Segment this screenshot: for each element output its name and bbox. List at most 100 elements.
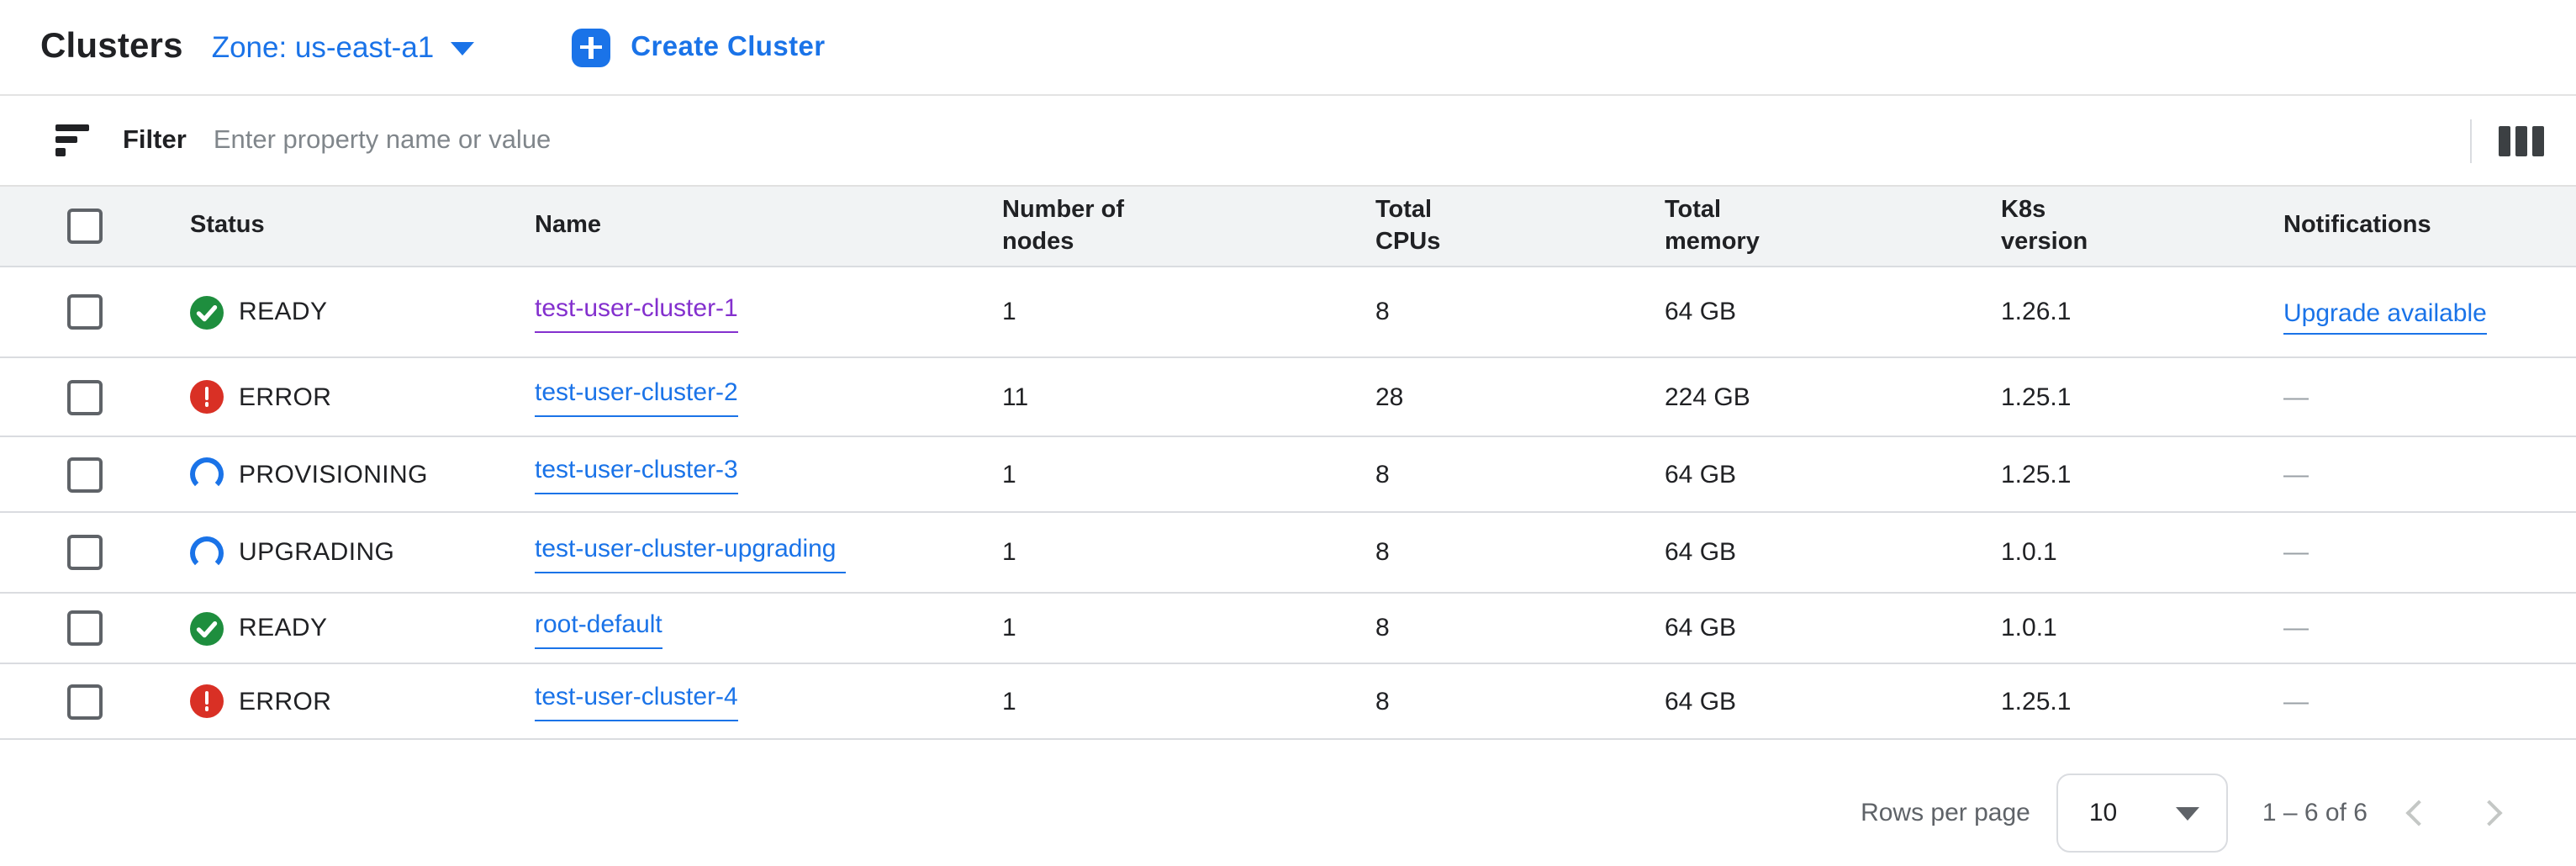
status-ready-icon	[190, 295, 224, 329]
previous-page-button[interactable]	[2388, 784, 2445, 842]
row-checkbox[interactable]	[67, 294, 103, 330]
k8s-version-cell: 1.26.1	[2001, 298, 2072, 326]
rows-per-page-select[interactable]: 10	[2056, 774, 2229, 853]
column-bar-icon	[2499, 125, 2510, 156]
row-checkbox[interactable]	[67, 457, 103, 492]
memory-cell: 64 GB	[1665, 538, 1737, 567]
nodes-cell: 11	[1002, 383, 1029, 411]
column-header-status: Status	[190, 212, 265, 239]
cpus-cell: 8	[1375, 298, 1390, 326]
cluster-name-link[interactable]: test-user-cluster-2	[535, 377, 738, 417]
row-checkbox[interactable]	[67, 610, 103, 646]
page-range-label: 1 – 6 of 6	[2262, 799, 2367, 827]
k8s-version-cell: 1.0.1	[2001, 538, 2057, 567]
k8s-version-cell: 1.25.1	[2001, 687, 2072, 716]
memory-cell: 64 GB	[1665, 460, 1737, 488]
k8s-version-cell: 1.25.1	[2001, 460, 2072, 488]
pagination-bar: Rows per page 10 1 – 6 of 6	[0, 740, 2576, 866]
status-label: ERROR	[239, 383, 332, 411]
cpus-cell: 8	[1375, 460, 1390, 488]
chevron-left-icon	[2405, 799, 2432, 826]
status-label: ERROR	[239, 687, 332, 716]
title-bar: Clusters Zone: us-east-a1 Create Cluster	[0, 0, 2576, 96]
column-bar-icon	[2515, 125, 2527, 156]
column-header-notifications: Notifications	[2283, 212, 2431, 239]
filter-bar: Filter	[0, 96, 2576, 185]
memory-cell: 64 GB	[1665, 614, 1737, 642]
page-title: Clusters	[40, 27, 183, 66]
table-row: UPGRADING test-user-cluster-upgrading 1 …	[0, 512, 2576, 593]
table-header-row: Status Name Number of nodes Total CPUs T…	[0, 186, 2576, 267]
status-badge: PROVISIONING	[190, 457, 515, 491]
status-badge: ERROR	[190, 684, 515, 718]
clusters-table: Status Name Number of nodes Total CPUs T…	[0, 185, 2576, 740]
filter-input[interactable]	[213, 125, 2470, 156]
upgrade-available-link[interactable]: Upgrade available	[2283, 299, 2487, 335]
table-row: ERROR test-user-cluster-4 1 8 64 GB 1.25…	[0, 663, 2576, 739]
no-notification-dash: —	[2283, 538, 2309, 567]
status-error-icon	[190, 684, 224, 718]
filter-label: Filter	[123, 125, 187, 154]
create-cluster-button[interactable]: Create Cluster	[572, 28, 825, 66]
nodes-cell: 1	[1002, 298, 1016, 326]
no-notification-dash: —	[2283, 614, 2309, 642]
nodes-cell: 1	[1002, 460, 1016, 488]
rows-per-page-label: Rows per page	[1861, 799, 2030, 827]
status-ready-icon	[190, 611, 224, 645]
next-page-button[interactable]	[2465, 784, 2522, 842]
table-row: READY test-user-cluster-1 1 8 64 GB 1.26…	[0, 267, 2576, 357]
plus-icon	[572, 28, 611, 66]
status-label: READY	[239, 614, 328, 642]
nodes-cell: 1	[1002, 538, 1016, 567]
status-label: PROVISIONING	[239, 460, 428, 488]
k8s-version-cell: 1.25.1	[2001, 383, 2072, 411]
column-header-cpus: Total CPUs	[1375, 196, 1441, 255]
memory-cell: 64 GB	[1665, 298, 1737, 326]
status-in-progress-icon	[190, 536, 224, 569]
table-row: PROVISIONING test-user-cluster-3 1 8 64 …	[0, 436, 2576, 512]
column-header-nodes: Number of nodes	[1002, 196, 1124, 255]
no-notification-dash: —	[2283, 383, 2309, 411]
rows-per-page-value: 10	[2088, 799, 2118, 827]
status-badge: ERROR	[190, 380, 515, 414]
nodes-cell: 1	[1002, 687, 1016, 716]
cpus-cell: 28	[1375, 383, 1404, 411]
cluster-name-link[interactable]: test-user-cluster-upgrading	[535, 532, 846, 573]
status-badge: READY	[190, 611, 515, 645]
table-row: ERROR test-user-cluster-2 11 28 224 GB 1…	[0, 357, 2576, 436]
filter-icon	[55, 124, 91, 156]
chevron-down-icon	[451, 42, 475, 55]
divider	[2470, 119, 2472, 162]
zone-selector-label: Zone: us-east-a1	[211, 29, 435, 63]
table-row: READY root-default 1 8 64 GB 1.0.1 —	[0, 593, 2576, 663]
status-error-icon	[190, 380, 224, 414]
create-cluster-label: Create Cluster	[631, 31, 826, 61]
nodes-cell: 1	[1002, 614, 1016, 642]
column-header-k8s-version: K8s version	[2001, 196, 2088, 255]
cpus-cell: 8	[1375, 614, 1390, 642]
cluster-name-link[interactable]: test-user-cluster-4	[535, 681, 738, 721]
select-all-checkbox[interactable]	[67, 209, 103, 244]
row-checkbox[interactable]	[67, 684, 103, 719]
column-display-options-button[interactable]	[2494, 120, 2549, 161]
status-badge: UPGRADING	[190, 536, 515, 569]
zone-selector[interactable]: Zone: us-east-a1	[212, 29, 475, 65]
no-notification-dash: —	[2283, 460, 2309, 488]
chevron-down-icon	[2176, 806, 2200, 820]
row-checkbox[interactable]	[67, 535, 103, 570]
cpus-cell: 8	[1375, 687, 1390, 716]
column-header-name: Name	[535, 212, 601, 239]
column-header-memory: Total memory	[1665, 196, 1760, 255]
chevron-right-icon	[2476, 799, 2503, 826]
status-in-progress-icon	[190, 457, 224, 491]
cluster-name-link[interactable]: root-default	[535, 608, 662, 648]
cpus-cell: 8	[1375, 538, 1390, 567]
column-bar-icon	[2532, 125, 2544, 156]
cluster-name-link[interactable]: test-user-cluster-3	[535, 454, 738, 494]
status-badge: READY	[190, 295, 515, 329]
cluster-name-link[interactable]: test-user-cluster-1	[535, 292, 738, 332]
memory-cell: 224 GB	[1665, 383, 1750, 411]
status-label: UPGRADING	[239, 538, 395, 567]
k8s-version-cell: 1.0.1	[2001, 614, 2057, 642]
row-checkbox[interactable]	[67, 379, 103, 415]
